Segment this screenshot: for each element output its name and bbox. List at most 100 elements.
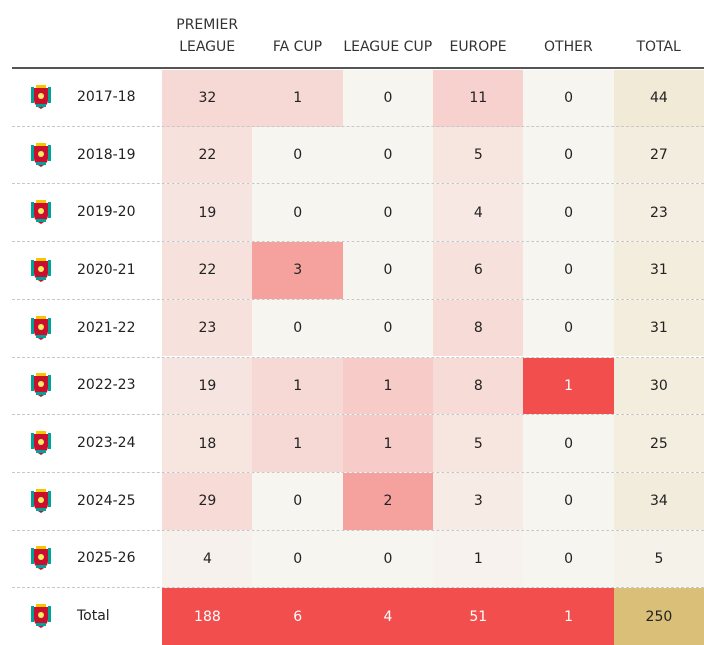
club-crest xyxy=(28,414,54,472)
row-label: 2019-20 xyxy=(77,204,136,221)
row-separator xyxy=(12,529,704,531)
total-cell: 30 xyxy=(613,357,704,415)
club-crest xyxy=(28,472,54,530)
value-cell: 51 xyxy=(432,588,524,645)
value-cell: 1 xyxy=(342,357,434,415)
column-header: TOTAL xyxy=(636,39,681,55)
row-separator xyxy=(12,125,704,127)
value-cell: 29 xyxy=(162,472,253,530)
value-cell: 4 xyxy=(432,184,524,242)
club-crest xyxy=(28,183,54,241)
total-cell: 44 xyxy=(613,70,704,127)
row-label: 2024-25 xyxy=(77,492,136,509)
crest-icon xyxy=(31,200,51,225)
total-cell: 27 xyxy=(613,126,704,184)
value-cell: 1 xyxy=(432,530,524,588)
value-cell: 0 xyxy=(252,530,344,588)
club-crest xyxy=(28,68,54,126)
row-label: 2022-23 xyxy=(77,377,136,394)
value-cell: 3 xyxy=(432,472,524,530)
row-label: 2017-18 xyxy=(77,88,136,105)
row-label: 2023-24 xyxy=(77,435,136,452)
total-cell: 25 xyxy=(613,415,704,472)
total-cell: 5 xyxy=(613,530,704,588)
crest-icon xyxy=(31,604,51,629)
value-cell: 18 xyxy=(162,415,253,472)
value-cell: 4 xyxy=(342,588,434,645)
value-cell: 19 xyxy=(162,184,253,242)
row-separator xyxy=(12,414,704,416)
value-cell: 0 xyxy=(342,530,434,588)
value-cell: 19 xyxy=(162,357,253,415)
row-separator xyxy=(12,587,704,589)
value-cell: 0 xyxy=(252,472,344,530)
total-cell: 250 xyxy=(613,588,704,645)
value-cell: 1 xyxy=(342,415,434,472)
value-cell: 0 xyxy=(523,299,614,357)
value-cell: 22 xyxy=(162,242,253,299)
value-cell: 0 xyxy=(342,126,434,184)
value-cell: 1 xyxy=(523,357,614,415)
value-cell: 188 xyxy=(162,588,253,645)
row-label: 2025-26 xyxy=(77,550,136,567)
column-header: PREMIER LEAGUE xyxy=(176,17,239,55)
crest-icon xyxy=(31,84,51,109)
club-crest xyxy=(28,126,54,184)
column-header: EUROPE xyxy=(449,39,507,55)
club-crest xyxy=(28,357,54,415)
row-label: 2018-19 xyxy=(77,146,136,163)
crest-icon xyxy=(31,431,51,456)
club-crest xyxy=(28,299,54,357)
crest-icon xyxy=(31,257,51,282)
value-cell: 0 xyxy=(342,70,434,127)
value-cell: 0 xyxy=(342,242,434,299)
value-cell: 22 xyxy=(162,126,253,184)
value-cell: 32 xyxy=(162,70,253,127)
value-cell: 5 xyxy=(432,126,524,184)
value-cell: 0 xyxy=(523,126,614,184)
value-cell: 3 xyxy=(252,242,344,299)
value-cell: 0 xyxy=(523,70,614,127)
value-cell: 0 xyxy=(342,299,434,357)
value-cell: 5 xyxy=(432,415,524,472)
value-cell: 11 xyxy=(432,70,524,127)
row-separator xyxy=(12,298,704,300)
club-crest xyxy=(28,241,54,299)
column-header: OTHER xyxy=(544,39,593,55)
value-cell: 0 xyxy=(523,472,614,530)
value-cell: 0 xyxy=(523,184,614,242)
value-cell: 0 xyxy=(252,126,344,184)
crest-icon xyxy=(31,488,51,513)
value-cell: 4 xyxy=(162,530,253,588)
row-separator xyxy=(12,241,704,243)
total-cell: 23 xyxy=(613,184,704,242)
value-cell: 6 xyxy=(252,588,344,645)
value-cell: 8 xyxy=(432,299,524,357)
value-cell: 8 xyxy=(432,357,524,415)
row-separator xyxy=(12,183,704,185)
total-cell: 31 xyxy=(613,299,704,357)
row-label: Total xyxy=(77,608,110,625)
value-cell: 0 xyxy=(523,415,614,472)
total-cell: 34 xyxy=(613,472,704,530)
total-cell: 31 xyxy=(613,242,704,299)
value-cell: 1 xyxy=(252,415,344,472)
row-label: 2021-22 xyxy=(77,319,136,336)
row-separator xyxy=(12,471,704,473)
value-cell: 0 xyxy=(523,242,614,299)
value-cell: 1 xyxy=(523,588,614,645)
value-cell: 0 xyxy=(252,299,344,357)
value-cell: 1 xyxy=(252,70,344,127)
value-cell: 0 xyxy=(342,184,434,242)
row-label: 2020-21 xyxy=(77,261,136,278)
value-cell: 0 xyxy=(252,184,344,242)
header-rule xyxy=(12,67,704,69)
value-cell: 23 xyxy=(162,299,253,357)
column-header: FA CUP xyxy=(272,39,323,55)
crest-icon xyxy=(31,142,51,167)
value-cell: 0 xyxy=(523,530,614,588)
club-crest xyxy=(28,530,54,588)
club-crest xyxy=(28,587,54,645)
column-header: LEAGUE CUP xyxy=(343,39,433,55)
